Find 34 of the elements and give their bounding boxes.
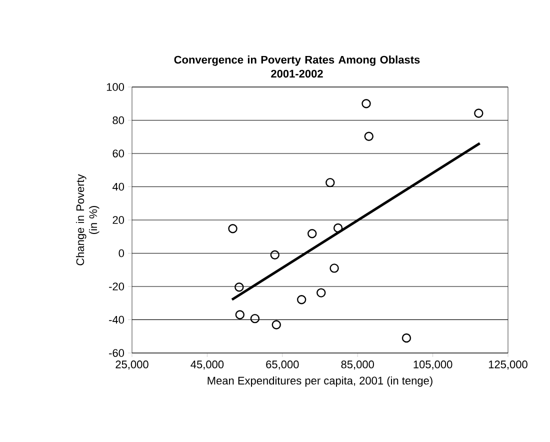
point — [364, 132, 374, 141]
point — [333, 223, 343, 233]
point — [308, 229, 317, 238]
x-axis-title: Mean Expenditures per capita, 2001 (in tenge) — [208, 376, 432, 387]
point — [235, 310, 245, 320]
y-tick-label: -40 — [109, 316, 124, 324]
y-axis-title: Change in Poverty (in %) — [76, 174, 100, 266]
x-tick-label: 45,000 — [190, 360, 224, 370]
chart-title: Convergence in Poverty Rates Among Oblasts 2001-2002 — [174, 56, 420, 78]
y-tick-label: -20 — [109, 282, 124, 290]
x-tick-label: 125,000 — [488, 360, 528, 370]
point — [272, 320, 281, 330]
y-tick-label: 0 — [118, 249, 124, 258]
point — [228, 224, 238, 234]
point — [250, 314, 260, 324]
point — [270, 250, 280, 260]
y-tick-label: 60 — [112, 150, 124, 158]
x-tick-label: 85,000 — [341, 360, 374, 370]
y-tick-label: 100 — [106, 83, 124, 91]
point — [316, 288, 326, 298]
y-tick-label: -60 — [109, 349, 124, 357]
point — [402, 333, 412, 343]
y-tick-label: 40 — [112, 182, 124, 191]
point — [362, 99, 371, 108]
y-tick-label: 20 — [112, 216, 124, 224]
point — [474, 108, 484, 118]
x-tick-label: 105,000 — [414, 360, 452, 370]
point — [234, 282, 244, 292]
point — [326, 178, 335, 188]
point — [330, 264, 339, 273]
point — [296, 295, 306, 304]
x-tick-label: 65,000 — [266, 360, 299, 370]
x-tick-label: 25,000 — [116, 360, 148, 370]
y-tick-label: 80 — [112, 116, 124, 124]
